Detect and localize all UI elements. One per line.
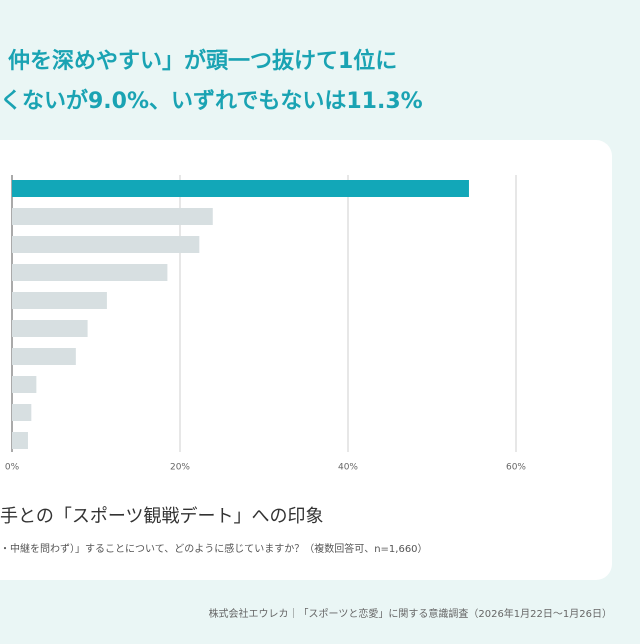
bar xyxy=(12,404,32,421)
bar xyxy=(12,180,469,197)
x-tick-label: 20% xyxy=(170,463,190,473)
bar xyxy=(12,208,213,225)
bar xyxy=(12,292,107,309)
bar xyxy=(12,376,37,393)
bar xyxy=(12,264,168,281)
chart-title: 手との「スポーツ観戦デート」への印象 xyxy=(0,506,323,527)
bar xyxy=(12,348,76,365)
x-tick-label: 40% xyxy=(338,463,358,473)
footer: 株式会社エウレカ｜「スポーツと恋愛」に関する意識調査（2026年1月22日〜1月… xyxy=(209,607,612,620)
bar xyxy=(12,320,88,337)
bar xyxy=(12,236,200,253)
headline: くないが9.0%、いずれでもないは11.3% xyxy=(0,88,423,114)
x-tick-label: 60% xyxy=(506,463,526,473)
bar xyxy=(12,432,28,449)
headline: 仲を深めやすい」が頭一つ抜けて1位に xyxy=(8,48,397,74)
chart-subtitle: ・中継を問わず）」することについて、どのように感じていますか？（複数回答可、n=… xyxy=(0,542,428,555)
x-tick-label: 0% xyxy=(5,463,20,473)
